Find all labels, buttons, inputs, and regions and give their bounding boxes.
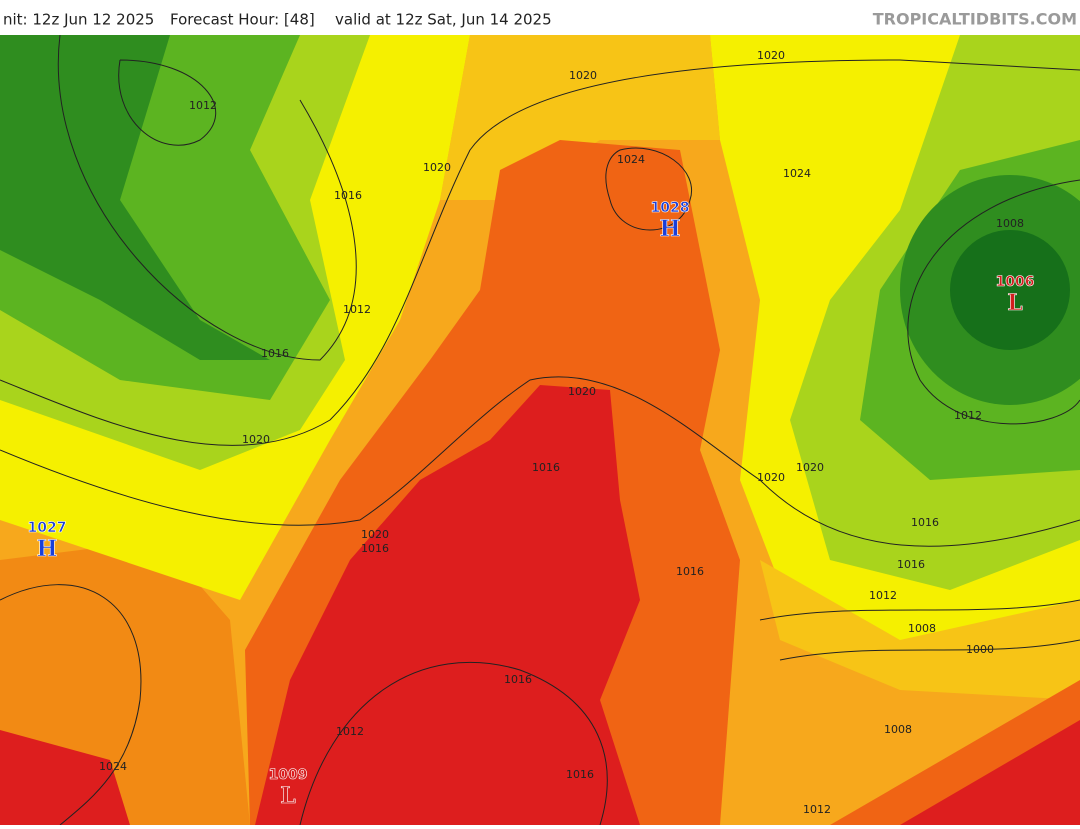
high-value: 1027	[28, 520, 67, 536]
isobar-label: 1020	[757, 49, 785, 62]
isobar-label: 1016	[261, 347, 289, 360]
isobar-label: 1012	[803, 803, 831, 816]
isobar-label: 1016	[676, 565, 704, 578]
forecast-hour: Forecast Hour: [48]	[170, 11, 315, 29]
isobar-label: 1016	[504, 673, 532, 686]
isobar-label: 1000	[966, 643, 994, 656]
isobar-label: 1016	[897, 558, 925, 571]
low-marker: L	[1007, 290, 1022, 316]
low-value: 1006	[996, 274, 1035, 290]
isobar-label: 1012	[336, 725, 364, 738]
isobar-label: 1012	[869, 589, 897, 602]
pressure-shading	[0, 35, 1080, 825]
watermark: TROPICALTIDBITS.COM	[873, 10, 1077, 29]
high-marker: H	[660, 216, 681, 242]
isobar-label: 1016	[911, 516, 939, 529]
isobar-label: 1020	[423, 161, 451, 174]
isobar-label: 1012	[189, 99, 217, 112]
isobar-label: 1016	[334, 189, 362, 202]
isobar-label: 1012	[954, 409, 982, 422]
isobar-label: 1024	[99, 760, 127, 773]
low-value: 1009	[269, 767, 308, 783]
isobar-label: 1020	[569, 69, 597, 82]
isobar-label: 1016	[566, 768, 594, 781]
isobar-label: 1008	[996, 217, 1024, 230]
isobar-labels: 1020 1020 1012 1020 1016 1024 1024 1008 …	[99, 49, 1024, 816]
isobar-label: 1008	[908, 622, 936, 635]
isobars	[0, 34, 1080, 826]
isobar-label: 1016	[361, 542, 389, 555]
isobar-label: 1012	[343, 303, 371, 316]
isobar-label: 1008	[884, 723, 912, 736]
isobar-label: 1016	[532, 461, 560, 474]
isobar-label: 1020	[568, 385, 596, 398]
valid-time: valid at 12z Sat, Jun 14 2025	[335, 11, 552, 29]
init-time: nit: 12z Jun 12 2025	[3, 11, 154, 29]
low-marker: L	[280, 783, 295, 809]
isobar-label: 1020	[796, 461, 824, 474]
isobar-label: 1020	[242, 433, 270, 446]
isobar-label: 1024	[617, 153, 645, 166]
header-bar	[0, 0, 1080, 35]
high-value: 1028	[651, 200, 690, 216]
isobar-label: 1020	[361, 528, 389, 541]
high-marker: H	[37, 536, 58, 562]
isobar-label: 1024	[783, 167, 811, 180]
isobar-label: 1020	[757, 471, 785, 484]
